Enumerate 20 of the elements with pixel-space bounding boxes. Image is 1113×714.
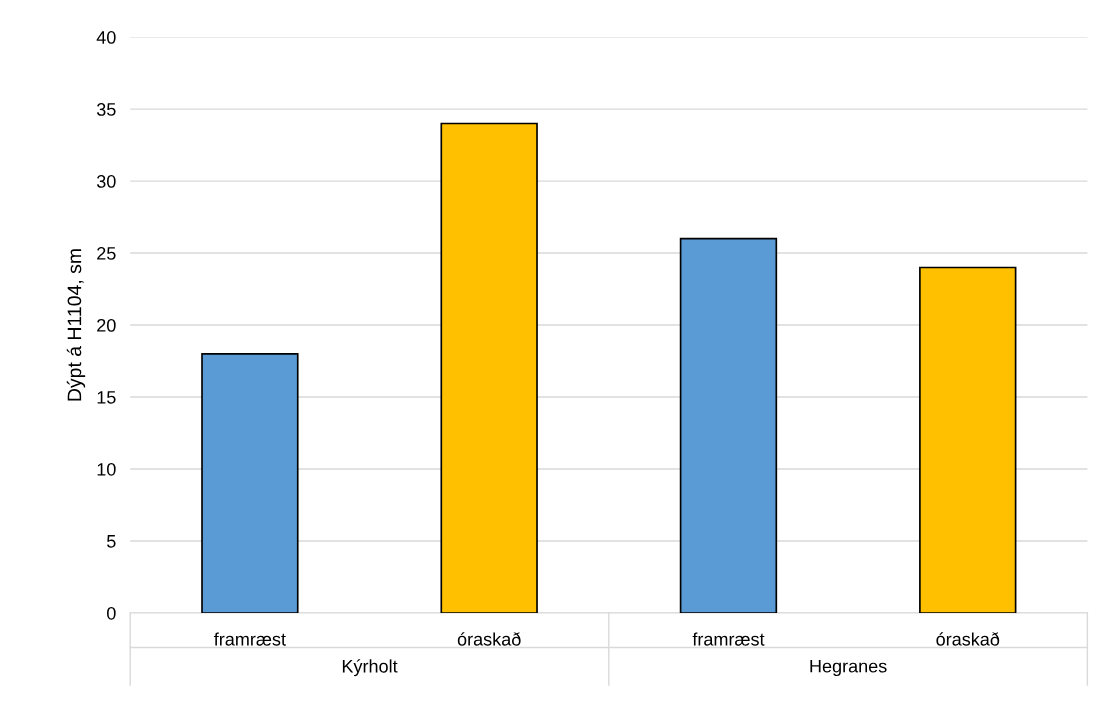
x-tick-label: óraskað	[936, 632, 1000, 646]
x-tick-label: framræst	[214, 632, 286, 646]
bar	[201, 353, 299, 613]
y-tick-label: 35	[96, 103, 116, 116]
x-tick-label: framræst	[692, 632, 765, 646]
y-tick-label: 15	[97, 391, 116, 404]
bar	[919, 266, 1017, 613]
y-tick-label: 20	[97, 318, 116, 332]
text: Kýrholt	[342, 659, 398, 677]
y-tick-label: 25	[97, 247, 116, 260]
bar	[440, 122, 538, 613]
bar	[679, 237, 778, 613]
text: Hegranes	[810, 659, 887, 677]
y-tick-label: 30	[96, 175, 116, 188]
y-tick-label: 40	[96, 31, 116, 44]
y-tick-label: 5	[107, 535, 116, 548]
x-tick-label: óraskað	[457, 632, 521, 646]
y-axis-title: Dýpt á H1104, sm	[66, 249, 86, 401]
y-tick-label: 0	[107, 606, 116, 620]
y-tick-label: 10	[97, 462, 116, 476]
